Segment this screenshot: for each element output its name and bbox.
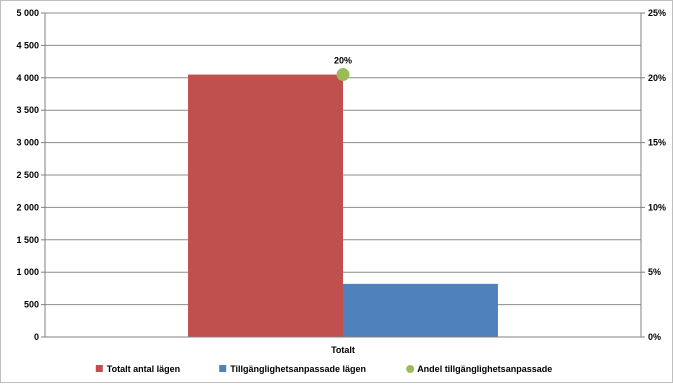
left-axis-tick-label: 0 [34,332,39,342]
share-point-label: 20% [334,56,352,66]
right-axis-tick-label: 20% [648,73,666,83]
left-axis-tick-label: 1 000 [16,267,39,277]
legend-label: Totalt antal lägen [107,364,180,374]
legend-item-0: Totalt antal lägen [95,364,180,374]
bar-0 [188,74,343,337]
left-axis-tick-label: 500 [24,300,39,310]
left-axis-tick-label: 2 500 [16,170,39,180]
left-axis-tick-label: 1 500 [16,235,39,245]
bar-1 [343,283,498,337]
right-axis-tick-label: 10% [648,202,666,212]
left-axis-tick-label: 4 000 [16,73,39,83]
right-axis-tick-label: 25% [648,8,666,18]
legend-swatch [406,365,415,373]
legend-swatch [219,365,227,372]
bars [188,74,498,337]
legend-swatch [95,365,103,372]
x-axis-category-label: Totalt [331,345,355,355]
right-axis-tick-label: 5% [648,267,661,277]
left-axis-tick-label: 3 000 [16,138,39,148]
left-axis-tick-label: 3 500 [16,105,39,115]
legend-label: Tillgänglighetsanpassade lägen [230,364,366,374]
share-point [336,68,350,82]
points: 20% [334,56,352,82]
left-axis-tick-label: 4 500 [16,40,39,50]
axes: 0 500 1 000 1 500 2 000 2 500 3 000 3 500 4 000 4… [16,8,666,355]
legend: Totalt antal lägen Tillgänglighetsanpassa… [95,364,552,374]
right-axis-tick-label: 15% [648,138,666,148]
left-axis-tick-label: 2 000 [16,202,39,212]
legend-label: Andel tillgänglighetsanpassade [417,364,552,374]
left-axis-tick-label: 5 000 [16,8,39,18]
legend-item-2: Andel tillgänglighetsanpassade [406,364,552,374]
legend-item-1: Tillgänglighetsanpassade lägen [219,364,366,374]
right-axis-tick-label: 0% [648,332,661,342]
